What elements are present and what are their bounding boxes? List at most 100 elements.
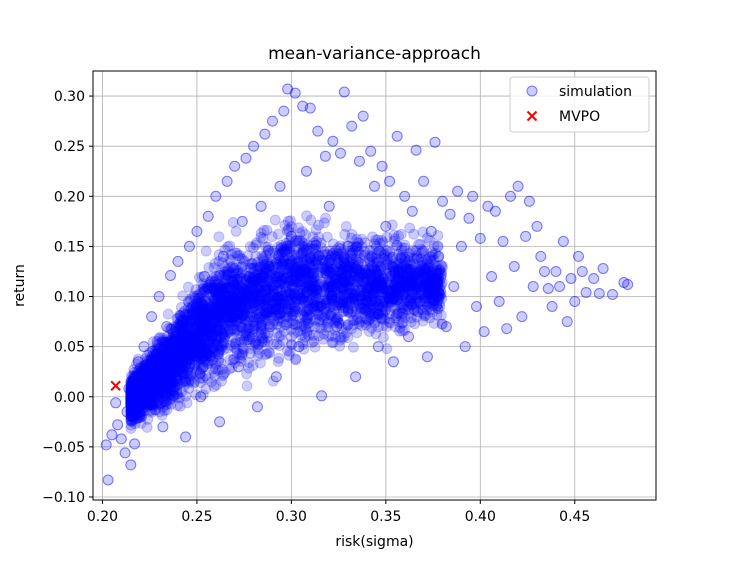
simulation-point [436, 261, 448, 273]
simulation-point [393, 284, 405, 295]
simulation-point [247, 242, 259, 254]
simulation-point [280, 267, 292, 279]
simulation-point [347, 276, 359, 288]
simulation-point [607, 289, 618, 300]
simulation-point [287, 315, 299, 327]
simulation-point [322, 282, 334, 294]
simulation-point [168, 381, 180, 393]
simulation-point [375, 280, 387, 292]
x-tick-label: 0.45 [559, 509, 590, 525]
simulation-point [297, 292, 309, 304]
simulation-point [266, 303, 278, 315]
simulation-point [224, 363, 235, 375]
simulation-point [194, 317, 206, 328]
simulation-point [327, 305, 339, 317]
simulation-point [126, 394, 138, 406]
simulation-point [298, 238, 310, 249]
simulation-point [314, 322, 326, 334]
simulation-point [320, 212, 332, 224]
simulation-point [273, 308, 285, 320]
x-tick-label: 0.40 [465, 509, 496, 525]
simulation-point [167, 376, 179, 388]
simulation-point [550, 266, 562, 277]
simulation-point [312, 125, 324, 137]
simulation-point [282, 305, 294, 317]
y-tick-label: −0.05 [42, 440, 85, 456]
simulation-point [224, 240, 236, 252]
simulation-point [309, 259, 321, 271]
simulation-point [463, 212, 475, 224]
simulation-point [132, 356, 144, 368]
simulation-point [365, 265, 377, 277]
simulation-point [497, 235, 509, 247]
simulation-point [138, 367, 150, 379]
simulation-point [125, 400, 137, 412]
simulation-point [152, 339, 164, 351]
simulation-point [270, 272, 281, 284]
simulation-point [282, 215, 294, 227]
simulation-point [275, 239, 287, 251]
simulation-point [301, 165, 312, 177]
simulation-point [127, 394, 139, 406]
simulation-point [209, 347, 220, 359]
simulation-point [244, 258, 256, 270]
simulation-point [138, 365, 150, 377]
simulation-point [182, 281, 194, 293]
simulation-point [229, 160, 241, 172]
simulation-point [357, 110, 369, 122]
simulation-point [353, 299, 365, 310]
simulation-point [226, 276, 238, 288]
simulation-point [331, 321, 343, 333]
legend: simulation MVPO [509, 76, 650, 133]
simulation-point [227, 332, 239, 344]
simulation-point [356, 283, 367, 295]
simulation-point [573, 250, 584, 262]
simulation-point [415, 260, 427, 272]
simulation-point [182, 350, 194, 362]
simulation-point [390, 291, 402, 303]
simulation-point [348, 265, 359, 277]
simulation-point [142, 413, 154, 425]
simulation-point [278, 256, 289, 268]
simulation-point [379, 287, 391, 299]
simulation-point [410, 144, 422, 156]
simulation-point [267, 297, 278, 309]
simulation-point [448, 281, 460, 292]
simulation-point [202, 210, 214, 222]
simulation-point [110, 397, 122, 409]
simulation-point [138, 375, 150, 387]
simulation-point [283, 262, 295, 274]
simulation-point [274, 340, 286, 352]
simulation-point [195, 391, 207, 403]
simulation-point [237, 347, 249, 359]
simulation-point [256, 333, 268, 345]
simulation-point [171, 369, 182, 381]
simulation-point [426, 265, 438, 277]
simulation-point [351, 314, 363, 326]
simulation-point [129, 438, 141, 450]
simulation-point [421, 268, 433, 280]
simulation-point [337, 264, 349, 276]
simulation-point [228, 307, 240, 318]
simulation-point [183, 240, 195, 252]
simulation-point [337, 264, 349, 275]
simulation-point [242, 286, 254, 297]
simulation-point [264, 347, 276, 359]
simulation-point [219, 326, 231, 338]
simulation-point [156, 383, 168, 395]
simulation-point [334, 271, 346, 283]
simulation-point [162, 393, 174, 405]
simulation-point [229, 273, 241, 285]
simulation-point [384, 175, 396, 187]
simulation-point [199, 317, 211, 329]
simulation-point [414, 296, 426, 307]
simulation-point [333, 298, 345, 309]
simulation-point [216, 341, 228, 353]
simulation-point [342, 240, 354, 252]
x-tick-label: 0.30 [276, 509, 307, 525]
simulation-point [327, 281, 338, 293]
simulation-point [397, 249, 408, 261]
simulation-point [335, 283, 347, 294]
simulation-point [422, 288, 434, 300]
simulation-point [377, 300, 388, 312]
